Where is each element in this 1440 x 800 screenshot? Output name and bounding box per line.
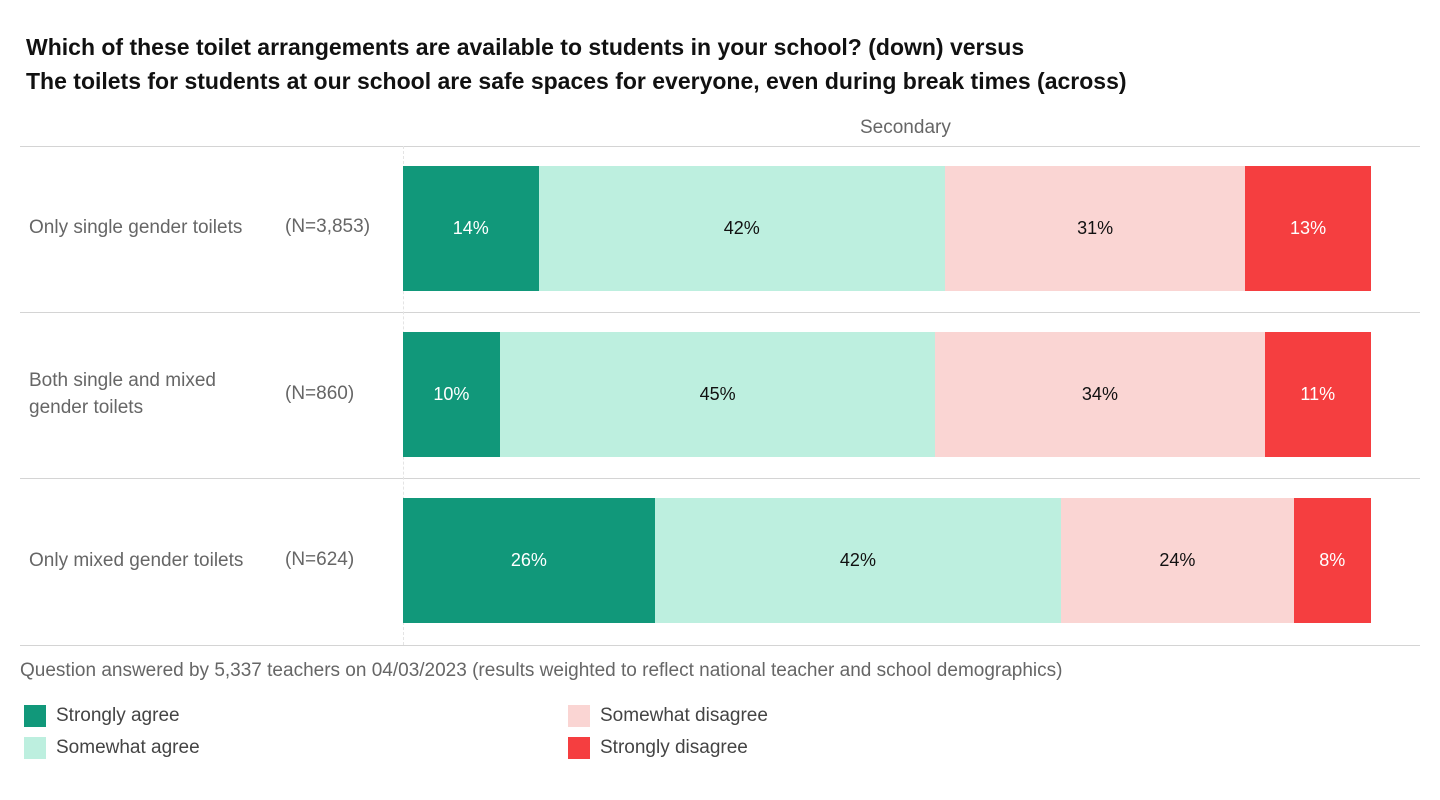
bar-segment: 31% xyxy=(945,166,1246,291)
title-line-1: Which of these toilet arrangements are a… xyxy=(26,34,1025,60)
divider xyxy=(20,312,1420,313)
category-n: (N=624) xyxy=(285,549,355,570)
data-label: 14% xyxy=(452,218,489,238)
panel-label: Secondary xyxy=(860,117,951,138)
legend-label: Somewhat agree xyxy=(56,737,200,758)
legend-label: Strongly disagree xyxy=(600,737,748,758)
bar-segment: 10% xyxy=(403,332,500,457)
footnote: Question answered by 5,337 teachers on 0… xyxy=(20,660,1063,681)
legend-swatch xyxy=(24,737,46,759)
data-label: 8% xyxy=(1319,550,1346,570)
category-label: Only mixed gender toilets xyxy=(29,550,244,571)
legend-swatch xyxy=(568,737,590,759)
legend-item: Strongly disagree xyxy=(568,737,748,759)
bar-segment: 14% xyxy=(403,166,539,291)
data-label: 10% xyxy=(433,384,470,404)
legend-item: Strongly agree xyxy=(24,705,180,727)
data-label: 26% xyxy=(510,550,547,570)
bar-segment: 42% xyxy=(538,166,946,291)
legend-item: Somewhat disagree xyxy=(568,705,768,727)
legend-swatch xyxy=(568,705,590,727)
legend-swatch xyxy=(24,705,46,727)
category-label: Both single and mixed gender toilets xyxy=(29,370,216,418)
data-label: 24% xyxy=(1159,550,1196,570)
data-label: 11% xyxy=(1300,384,1336,404)
data-label: 31% xyxy=(1077,218,1114,238)
divider xyxy=(20,146,1420,147)
legend-label: Strongly agree xyxy=(56,705,180,726)
bar-segment: 42% xyxy=(654,498,1062,623)
bar-segment: 26% xyxy=(403,498,655,623)
divider xyxy=(20,478,1420,479)
divider xyxy=(20,645,1420,646)
category-n: (N=3,853) xyxy=(285,216,371,237)
bar-segment: 24% xyxy=(1061,498,1294,623)
chart-title: Which of these toilet arrangements are a… xyxy=(26,30,1127,98)
category-n: (N=860) xyxy=(285,383,355,404)
bar-segment: 11% xyxy=(1264,332,1371,457)
title-line-2: The toilets for students at our school a… xyxy=(26,68,1127,94)
legend-item: Somewhat agree xyxy=(24,737,200,759)
data-label: 42% xyxy=(723,218,760,238)
bar-segment: 45% xyxy=(499,332,936,457)
legend-label: Somewhat disagree xyxy=(600,705,768,726)
category-label: Only single gender toilets xyxy=(29,217,243,238)
bar-segment: 8% xyxy=(1293,498,1371,623)
data-label: 42% xyxy=(839,550,876,570)
bar-segment: 34% xyxy=(935,332,1265,457)
data-label: 13% xyxy=(1290,218,1327,238)
bar-segment: 13% xyxy=(1245,166,1371,291)
data-label: 34% xyxy=(1081,384,1118,404)
data-label: 45% xyxy=(699,384,736,404)
